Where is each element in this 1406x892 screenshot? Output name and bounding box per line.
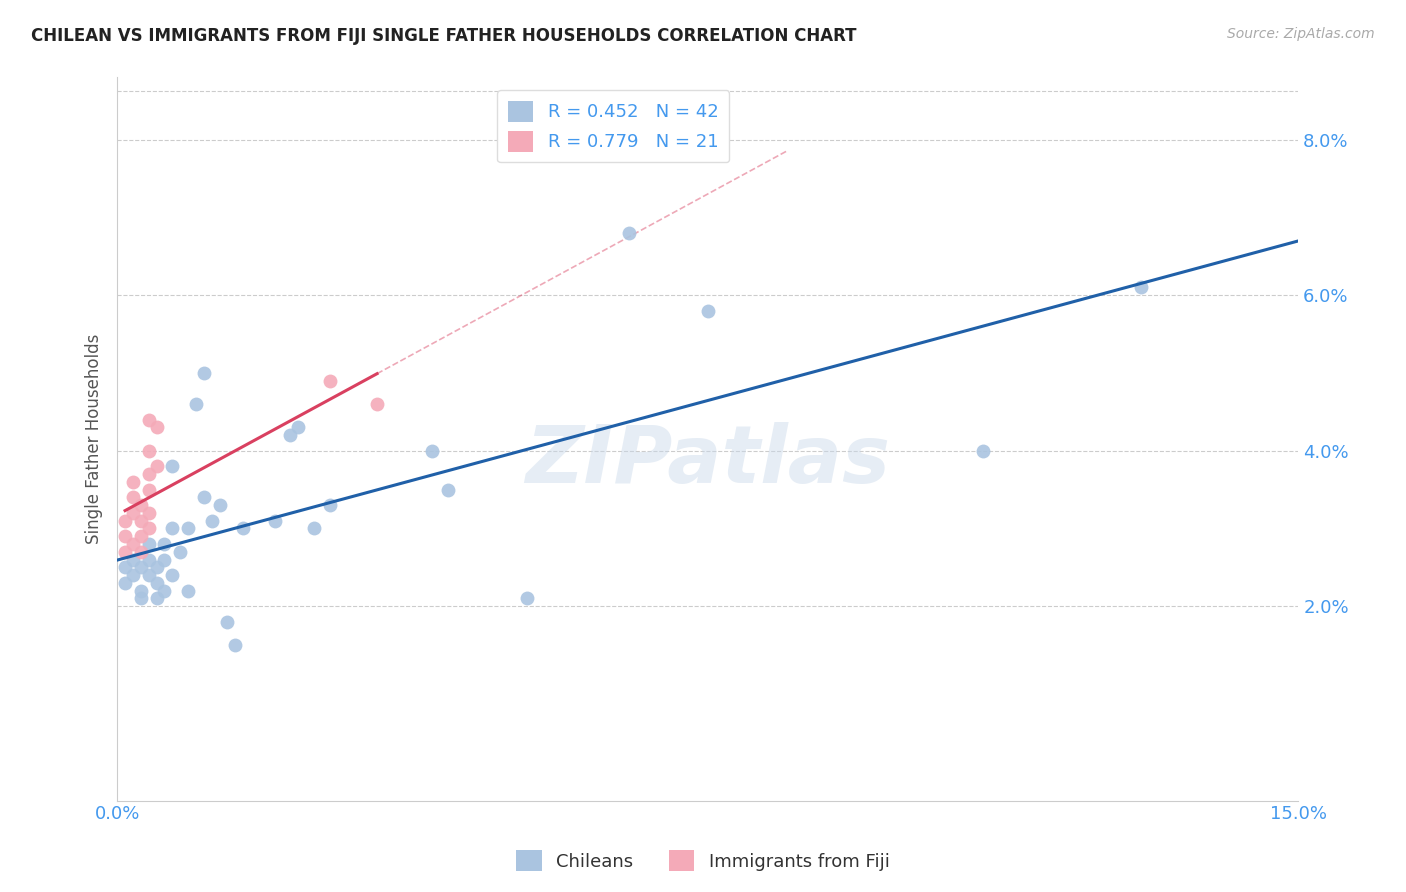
Point <box>287 420 309 434</box>
Point <box>145 560 167 574</box>
Point <box>302 521 325 535</box>
Point <box>129 498 152 512</box>
Point <box>420 443 443 458</box>
Point <box>224 638 246 652</box>
Point <box>145 420 167 434</box>
Point <box>193 366 215 380</box>
Point <box>122 491 145 505</box>
Point <box>193 491 215 505</box>
Point <box>138 552 160 566</box>
Point <box>153 537 176 551</box>
Point <box>129 583 152 598</box>
Point <box>162 568 184 582</box>
Point <box>319 498 342 512</box>
Legend: Chileans, Immigrants from Fiji: Chileans, Immigrants from Fiji <box>509 843 897 879</box>
Point <box>129 560 152 574</box>
Point <box>177 583 200 598</box>
Point <box>972 443 994 458</box>
Point <box>208 498 231 512</box>
Point <box>232 521 254 535</box>
Point <box>1129 280 1152 294</box>
Point <box>177 521 200 535</box>
Text: CHILEAN VS IMMIGRANTS FROM FIJI SINGLE FATHER HOUSEHOLDS CORRELATION CHART: CHILEAN VS IMMIGRANTS FROM FIJI SINGLE F… <box>31 27 856 45</box>
Point <box>129 591 152 606</box>
Point <box>366 397 388 411</box>
Point <box>138 443 160 458</box>
Point <box>162 459 184 474</box>
Point <box>145 591 167 606</box>
Text: Source: ZipAtlas.com: Source: ZipAtlas.com <box>1227 27 1375 41</box>
Point <box>129 545 152 559</box>
Point <box>169 545 191 559</box>
Point <box>319 374 342 388</box>
Legend: R = 0.452   N = 42, R = 0.779   N = 21: R = 0.452 N = 42, R = 0.779 N = 21 <box>498 90 730 162</box>
Point <box>138 537 160 551</box>
Point <box>153 552 176 566</box>
Point <box>122 506 145 520</box>
Point <box>162 521 184 535</box>
Point <box>138 412 160 426</box>
Point <box>114 514 136 528</box>
Point <box>201 514 224 528</box>
Point <box>138 568 160 582</box>
Point <box>696 303 718 318</box>
Point <box>129 529 152 543</box>
Point <box>114 529 136 543</box>
Point <box>114 545 136 559</box>
Point <box>263 514 285 528</box>
Point <box>122 568 145 582</box>
Text: ZIPatlas: ZIPatlas <box>526 422 890 500</box>
Point <box>184 397 207 411</box>
Point <box>145 459 167 474</box>
Point <box>153 583 176 598</box>
Point <box>280 428 302 442</box>
Point <box>122 537 145 551</box>
Point <box>217 615 239 629</box>
Point <box>138 506 160 520</box>
Point <box>138 483 160 497</box>
Y-axis label: Single Father Households: Single Father Households <box>86 334 103 544</box>
Point <box>114 575 136 590</box>
Point <box>122 552 145 566</box>
Point <box>617 226 640 240</box>
Point <box>437 483 460 497</box>
Point <box>138 521 160 535</box>
Point <box>114 560 136 574</box>
Point <box>138 467 160 481</box>
Point <box>516 591 538 606</box>
Point <box>145 575 167 590</box>
Point <box>122 475 145 489</box>
Point <box>129 514 152 528</box>
